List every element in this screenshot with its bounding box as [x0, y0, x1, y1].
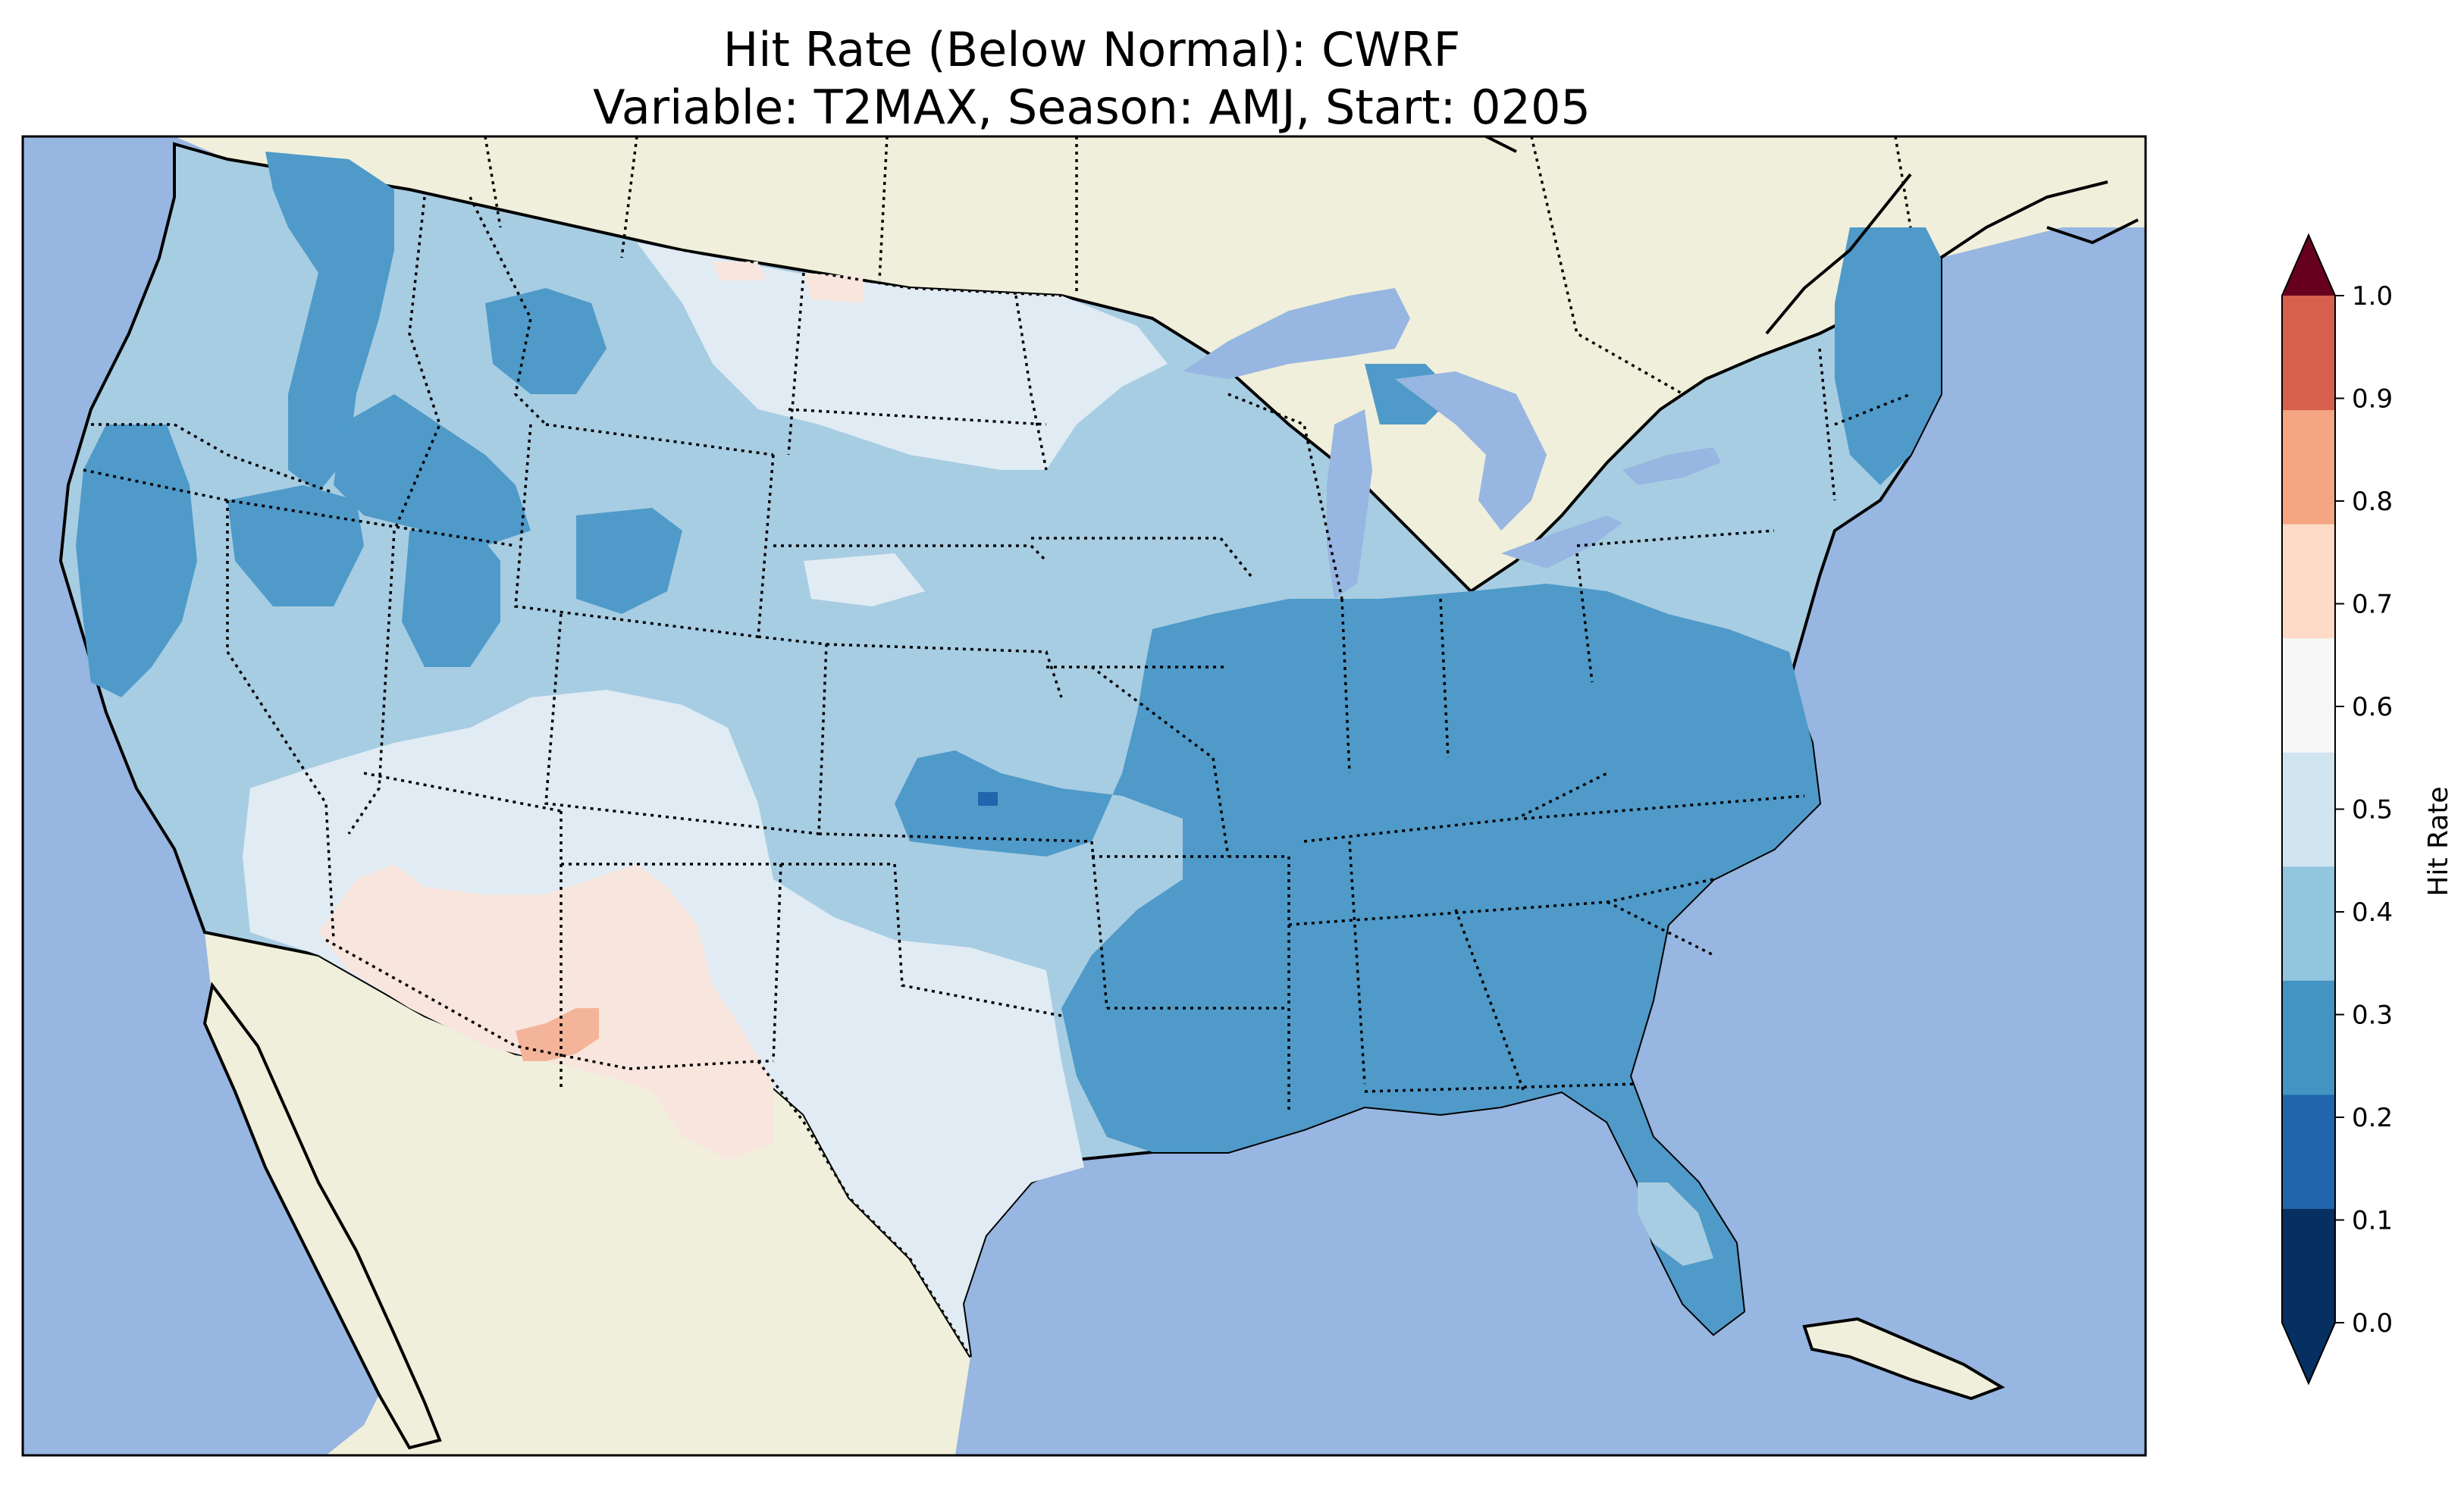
colorbar-segment	[2282, 866, 2335, 981]
lake-huron	[1395, 371, 1547, 531]
class-03-04-florida	[1638, 1182, 1713, 1266]
title-line-1: Hit Rate (Below Normal): CWRF	[723, 22, 1461, 77]
colorbar-extend-max	[2282, 235, 2335, 296]
colorbar-segment	[2282, 296, 2335, 411]
lake-superior	[1183, 288, 1410, 379]
state-borders	[83, 136, 1912, 1358]
colorbar-tick-label: 0.2	[2352, 1103, 2393, 1133]
colorbar-segment	[2282, 409, 2335, 525]
coastlines	[1485, 136, 2139, 335]
class-06-07-newmexico	[516, 1008, 599, 1061]
map-frame	[21, 135, 2147, 1457]
class-02-03-utah	[402, 523, 500, 667]
colorbar-tick-label: 0.4	[2352, 897, 2393, 928]
class-02-03-montana-west	[485, 288, 607, 394]
colorbar-segment	[2282, 980, 2335, 1095]
class-01-02-kansas	[978, 792, 998, 806]
class-05-06-arizona	[318, 864, 773, 1160]
map-area	[23, 136, 2146, 1455]
class-05-06-nd	[804, 273, 864, 303]
chart-title: Hit Rate (Below Normal): CWRF Variable: …	[0, 21, 2183, 136]
colorbar-segment	[2282, 1208, 2335, 1323]
title-line-2: Variable: T2MAX, Season: AMJ, Start: 020…	[593, 80, 1591, 135]
class-02-03-pacific-nw	[265, 152, 394, 493]
lake-michigan	[1327, 409, 1372, 599]
class-02-03-east	[895, 584, 1820, 1334]
class-02-03-wyoming	[576, 508, 682, 614]
colorbar-segment	[2282, 524, 2335, 639]
colorbar-tick-label: 0.0	[2352, 1308, 2393, 1339]
colorbar-extend-min	[2282, 1323, 2335, 1383]
colorbar-tick-label: 0.6	[2352, 692, 2393, 722]
class-05-06-montana	[713, 262, 766, 280]
class-02-03-idaho	[334, 394, 531, 546]
colorbar-tick-label: 1.0	[2352, 281, 2393, 312]
colorbar: 0.0 0.1 0.2 0.3 0.4 0.5 0.6 0.7 0.8 0.9 1.0	[2281, 233, 2393, 1386]
colorbar-tick-label: 0.9	[2352, 384, 2393, 415]
baja-peninsula	[202, 982, 442, 1450]
class-02-03-california	[76, 424, 197, 697]
colorbar-segment	[2282, 1094, 2335, 1209]
class-02-03-new-england	[1835, 227, 1941, 485]
canada-land	[174, 136, 2146, 591]
colorbar-segment	[2282, 752, 2335, 867]
colorbar-tick-label: 0.1	[2352, 1206, 2393, 1236]
class-04-05-north-plains	[637, 243, 1168, 470]
mexico-land	[205, 932, 970, 1455]
lake-erie	[1501, 515, 1622, 568]
cuba-island	[1802, 1317, 2005, 1401]
class-04-05-nebraska	[804, 553, 925, 606]
colorbar-tick-label: 0.3	[2352, 1001, 2393, 1031]
colorbar-tick-label: 0.7	[2352, 590, 2393, 620]
lake-ontario	[1622, 447, 1721, 485]
colorbar-segment	[2282, 637, 2335, 753]
colorbar-tick-label: 0.5	[2352, 795, 2393, 825]
colorbar-label: Hit Rate	[2423, 786, 2454, 896]
colorbar-tick-label: 0.8	[2352, 487, 2393, 517]
